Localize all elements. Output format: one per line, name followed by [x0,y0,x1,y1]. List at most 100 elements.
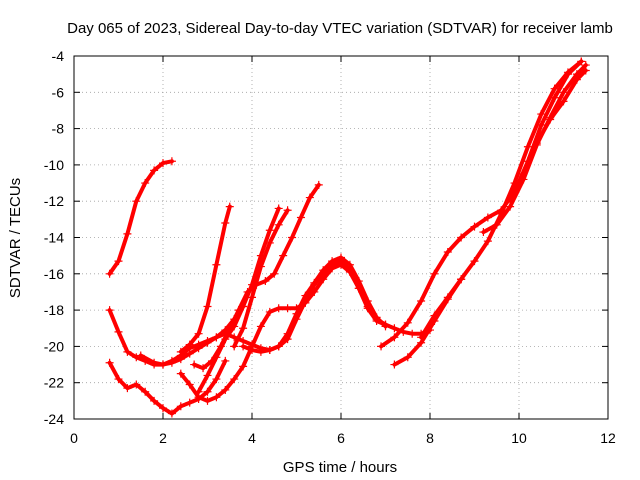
data-point [283,304,292,313]
y-tick-label: -16 [44,266,64,282]
data-point [337,253,345,262]
data-point [136,351,145,360]
data-point [105,358,114,367]
data-point [230,322,239,331]
data-point [283,206,292,215]
data-point [176,369,185,378]
data-point [270,269,279,278]
data-point [274,204,283,213]
data-point [572,75,581,84]
data-point [408,329,417,338]
data-point [492,220,501,229]
data-point [537,110,546,119]
x-axis-title: GPS time / hours [283,459,397,476]
data-series-arc-6 [176,202,234,356]
data-point [159,159,167,168]
data-point [167,157,176,166]
data-point [221,356,230,365]
data-point [221,218,230,227]
data-point [150,396,159,405]
data-point [390,333,399,342]
data-series-arc-11 [377,57,586,351]
data-point [212,260,221,269]
y-tick-label: -22 [44,375,64,391]
data-point [221,335,230,344]
x-axis: 0 2 4 6 8 10 12 [70,56,616,446]
data-point [248,346,256,355]
y-tick-label: -18 [44,302,64,318]
data-point [559,97,568,106]
data-point [159,404,167,413]
data-point [239,362,248,371]
data-point [274,342,283,351]
data-point [105,306,114,315]
data-point [296,213,305,222]
data-point [483,213,492,222]
y-tick-label: -6 [52,84,65,100]
data-point [483,237,492,246]
y-tick-label: -4 [52,48,65,64]
data-point [532,139,541,148]
data-point [239,302,248,311]
data-point [363,297,372,306]
data-series-arc-1 [105,157,176,278]
data-point [279,251,288,260]
data-point [212,393,221,402]
series-line [178,262,432,403]
data-point [305,193,314,202]
data-point [559,88,568,97]
data-point [230,342,239,351]
data-point [203,302,212,311]
data-point [506,195,515,204]
data-point [292,309,301,318]
data-point [105,269,114,278]
data-point [310,287,319,296]
data-point [479,228,488,237]
data-point [123,229,132,238]
data-point [239,324,248,333]
data-point [176,402,185,411]
data-point [176,355,185,364]
data-point [301,291,310,300]
data-point [470,222,479,231]
data-point [274,220,283,229]
data-point [114,375,123,384]
data-series-arc-13 [417,275,466,342]
data-series-arc-9 [230,206,292,351]
data-point [310,278,319,287]
x-tick-label: 0 [70,430,78,446]
y-tick-label: -8 [52,121,65,137]
data-point [123,347,132,356]
data-series-arc-8 [194,204,283,396]
data-point [167,358,176,367]
data-point [372,313,381,322]
data-point [203,387,212,396]
data-point [443,293,452,302]
data-point [443,248,452,257]
grid [74,56,608,419]
data-point [194,344,203,353]
data-point [288,233,297,242]
data-point [283,329,292,338]
data-point [185,398,194,407]
y-tick-label: -14 [44,230,64,246]
data-point [248,293,256,302]
data-point [203,338,212,347]
data-point [381,322,390,331]
data-point [159,360,167,369]
data-point [212,375,221,384]
data-point [390,324,399,333]
data-point [519,169,528,178]
data-point [265,226,274,235]
data-point [221,385,230,394]
data-series-arc-5 [176,260,434,405]
data-point [403,318,412,327]
data-point [225,202,234,211]
data-point [390,360,399,369]
series-line [508,68,588,202]
data-point [230,375,239,384]
data-series-arc-10 [239,253,390,356]
data-point [256,262,265,271]
x-tick-label: 8 [426,430,434,446]
